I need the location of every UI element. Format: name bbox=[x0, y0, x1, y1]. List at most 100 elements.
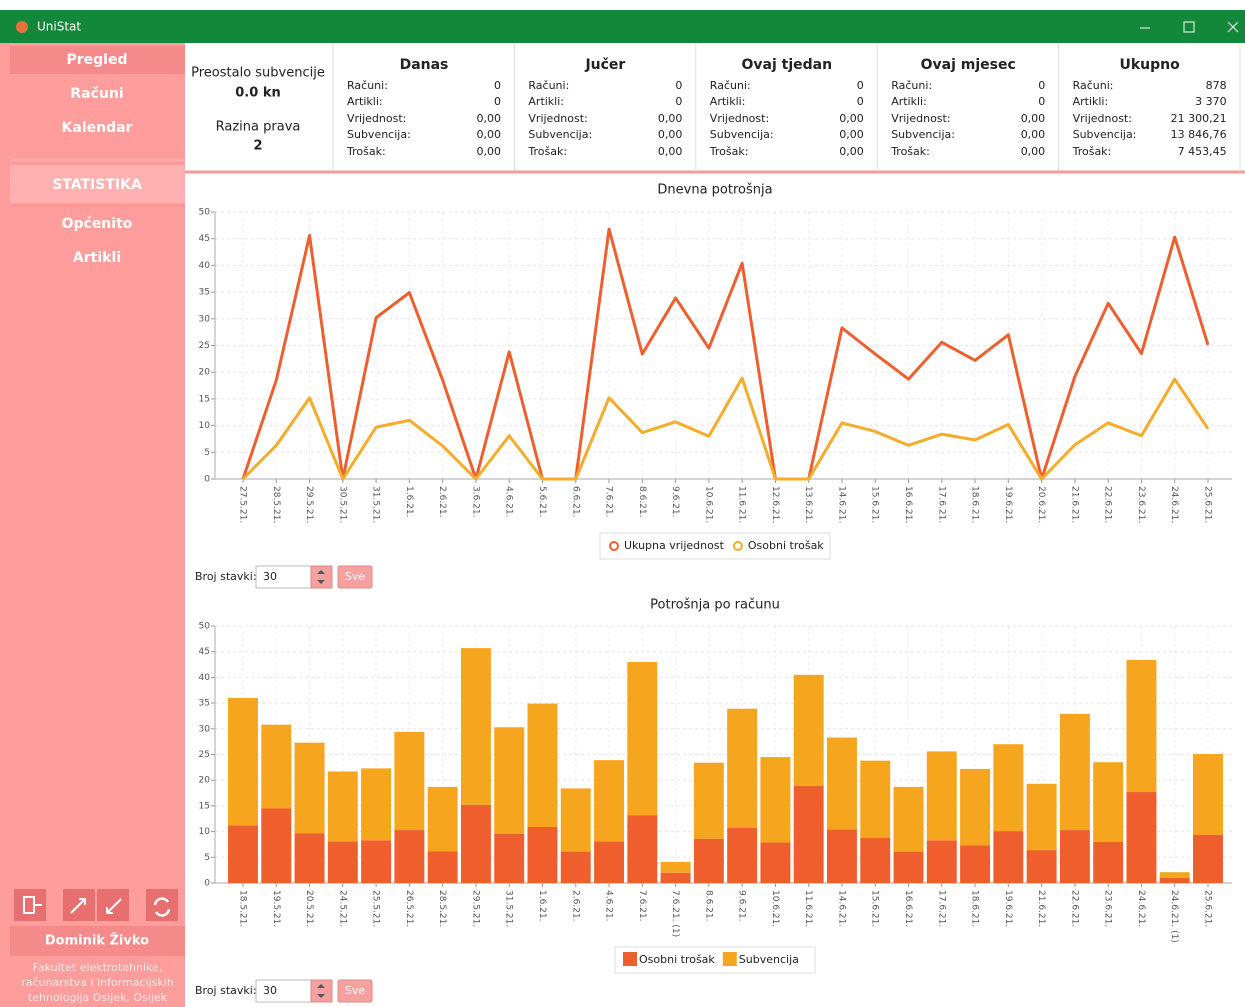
spinner[interactable] bbox=[310, 979, 333, 1003]
x-tick-label: 23.6.21. bbox=[1103, 890, 1113, 927]
row-value: 0 bbox=[1038, 95, 1045, 108]
row-label: Subvencija: bbox=[528, 128, 592, 141]
line bbox=[241, 376, 1210, 481]
bar bbox=[660, 861, 691, 873]
y-tick-label: 0 bbox=[204, 879, 210, 889]
close[interactable] bbox=[1227, 21, 1239, 33]
legend-marker bbox=[722, 952, 737, 966]
row-label: Računi: bbox=[710, 79, 751, 92]
window-title: UniStat bbox=[37, 20, 81, 34]
y-tick-label: 5 bbox=[204, 448, 210, 458]
x-tick-label: 2.6.21. bbox=[570, 890, 580, 922]
x-tick-label: 7.6.21. bbox=[637, 890, 647, 922]
subsidy: 0.0 kn bbox=[235, 86, 280, 101]
y-tick-label: 50 bbox=[199, 622, 211, 632]
x-tick-label: 16.6.21. bbox=[903, 486, 913, 523]
bar bbox=[1193, 753, 1223, 835]
bar bbox=[627, 815, 658, 883]
bar bbox=[427, 851, 458, 883]
x-tick-label: 13.6.21. bbox=[803, 486, 813, 523]
x-tick-label: 28.5.21. bbox=[271, 486, 281, 523]
x-tick-label: 15.6.21. bbox=[870, 486, 880, 523]
bar bbox=[1193, 834, 1223, 883]
x-tick-label: 18.6.21. bbox=[970, 890, 980, 927]
all-button[interactable] bbox=[337, 979, 373, 1003]
menu-item[interactable]: Računi bbox=[70, 86, 123, 102]
bar bbox=[460, 648, 491, 805]
row-label: Artikli: bbox=[1073, 95, 1109, 108]
row-value: 0,00 bbox=[1021, 112, 1046, 125]
row-value: 0,00 bbox=[1021, 128, 1046, 141]
bar bbox=[228, 825, 258, 883]
y-tick-label: 5 bbox=[204, 853, 210, 863]
period-title: Danas bbox=[400, 57, 449, 73]
bar bbox=[660, 872, 691, 883]
icon bbox=[23, 896, 42, 914]
row-label: Subvencija: bbox=[1073, 128, 1137, 141]
summary bbox=[185, 43, 1245, 171]
y-tick-label: 30 bbox=[199, 314, 211, 324]
bar bbox=[527, 826, 558, 883]
row-label: Artikli: bbox=[710, 95, 746, 108]
row-value: 0 bbox=[494, 95, 501, 108]
x-tick-label: 29.5.21. bbox=[470, 890, 480, 927]
row-value: 0,00 bbox=[477, 112, 502, 125]
x-tick-label: 6.6.21. bbox=[570, 486, 580, 518]
x-tick-label: 7.6.21. (1) bbox=[670, 890, 680, 937]
bar bbox=[261, 724, 292, 809]
menu-item[interactable]: Artikli bbox=[73, 250, 121, 266]
period-title: Ovaj mjesec bbox=[921, 57, 1016, 73]
row-label: Artikli: bbox=[528, 95, 564, 108]
row-value: 0,00 bbox=[477, 145, 502, 158]
y-tick-label: 15 bbox=[199, 801, 210, 811]
section-band bbox=[10, 165, 185, 203]
menu-item[interactable]: Kalendar bbox=[62, 120, 133, 136]
spinner[interactable] bbox=[310, 565, 333, 589]
row-label: Artikli: bbox=[891, 95, 927, 108]
row-label: Trošak: bbox=[890, 145, 930, 158]
bar bbox=[1059, 830, 1090, 883]
row-label: Računi: bbox=[1073, 79, 1114, 92]
bar bbox=[860, 760, 891, 838]
row-label: Trošak: bbox=[709, 145, 749, 158]
x-tick-label: 14.6.21. bbox=[836, 890, 846, 927]
bar bbox=[893, 851, 924, 883]
x-tick-label: 5.6.21. bbox=[537, 486, 547, 518]
row-label: Trošak: bbox=[1072, 145, 1112, 158]
x-tick-label: 23.6.21. bbox=[1136, 486, 1146, 523]
bar bbox=[427, 786, 458, 852]
row-label: Vrijednost: bbox=[528, 112, 587, 125]
y-tick-label: 35 bbox=[199, 288, 210, 298]
bar bbox=[727, 828, 758, 883]
level: 2 bbox=[253, 139, 262, 154]
x-tick-label: 27.5.21. bbox=[238, 486, 248, 523]
all-button[interactable] bbox=[337, 565, 373, 589]
import-button[interactable] bbox=[97, 889, 129, 921]
bar bbox=[960, 768, 991, 846]
all-button-label: Sve bbox=[345, 984, 365, 997]
user-band bbox=[10, 926, 185, 956]
menu-item[interactable]: Općenito bbox=[62, 216, 133, 232]
bar bbox=[826, 737, 857, 830]
bar bbox=[793, 674, 824, 786]
x-tick-label: 24.5.21. bbox=[337, 890, 347, 927]
row-value: 0,00 bbox=[839, 145, 864, 158]
bar bbox=[893, 786, 924, 852]
maximize[interactable] bbox=[1183, 21, 1195, 33]
bar bbox=[560, 788, 591, 852]
chart-title: Potrošnja po računu bbox=[650, 598, 780, 613]
row-label: Vrijednost: bbox=[1073, 112, 1132, 125]
x-tick-label: 11.6.21. bbox=[803, 890, 813, 927]
legend-label: Osobni trošak bbox=[748, 539, 824, 552]
row-value: 0,00 bbox=[1021, 145, 1046, 158]
period-title: Ukupno bbox=[1119, 57, 1180, 73]
count-value: 30 bbox=[263, 570, 277, 583]
menu-item[interactable]: Pregled bbox=[67, 52, 128, 68]
row-value: 0,00 bbox=[658, 128, 683, 141]
bar bbox=[560, 851, 591, 883]
row-value: 0 bbox=[675, 79, 682, 92]
row-label: Računi: bbox=[347, 79, 388, 92]
row-value: 0,00 bbox=[839, 112, 864, 125]
